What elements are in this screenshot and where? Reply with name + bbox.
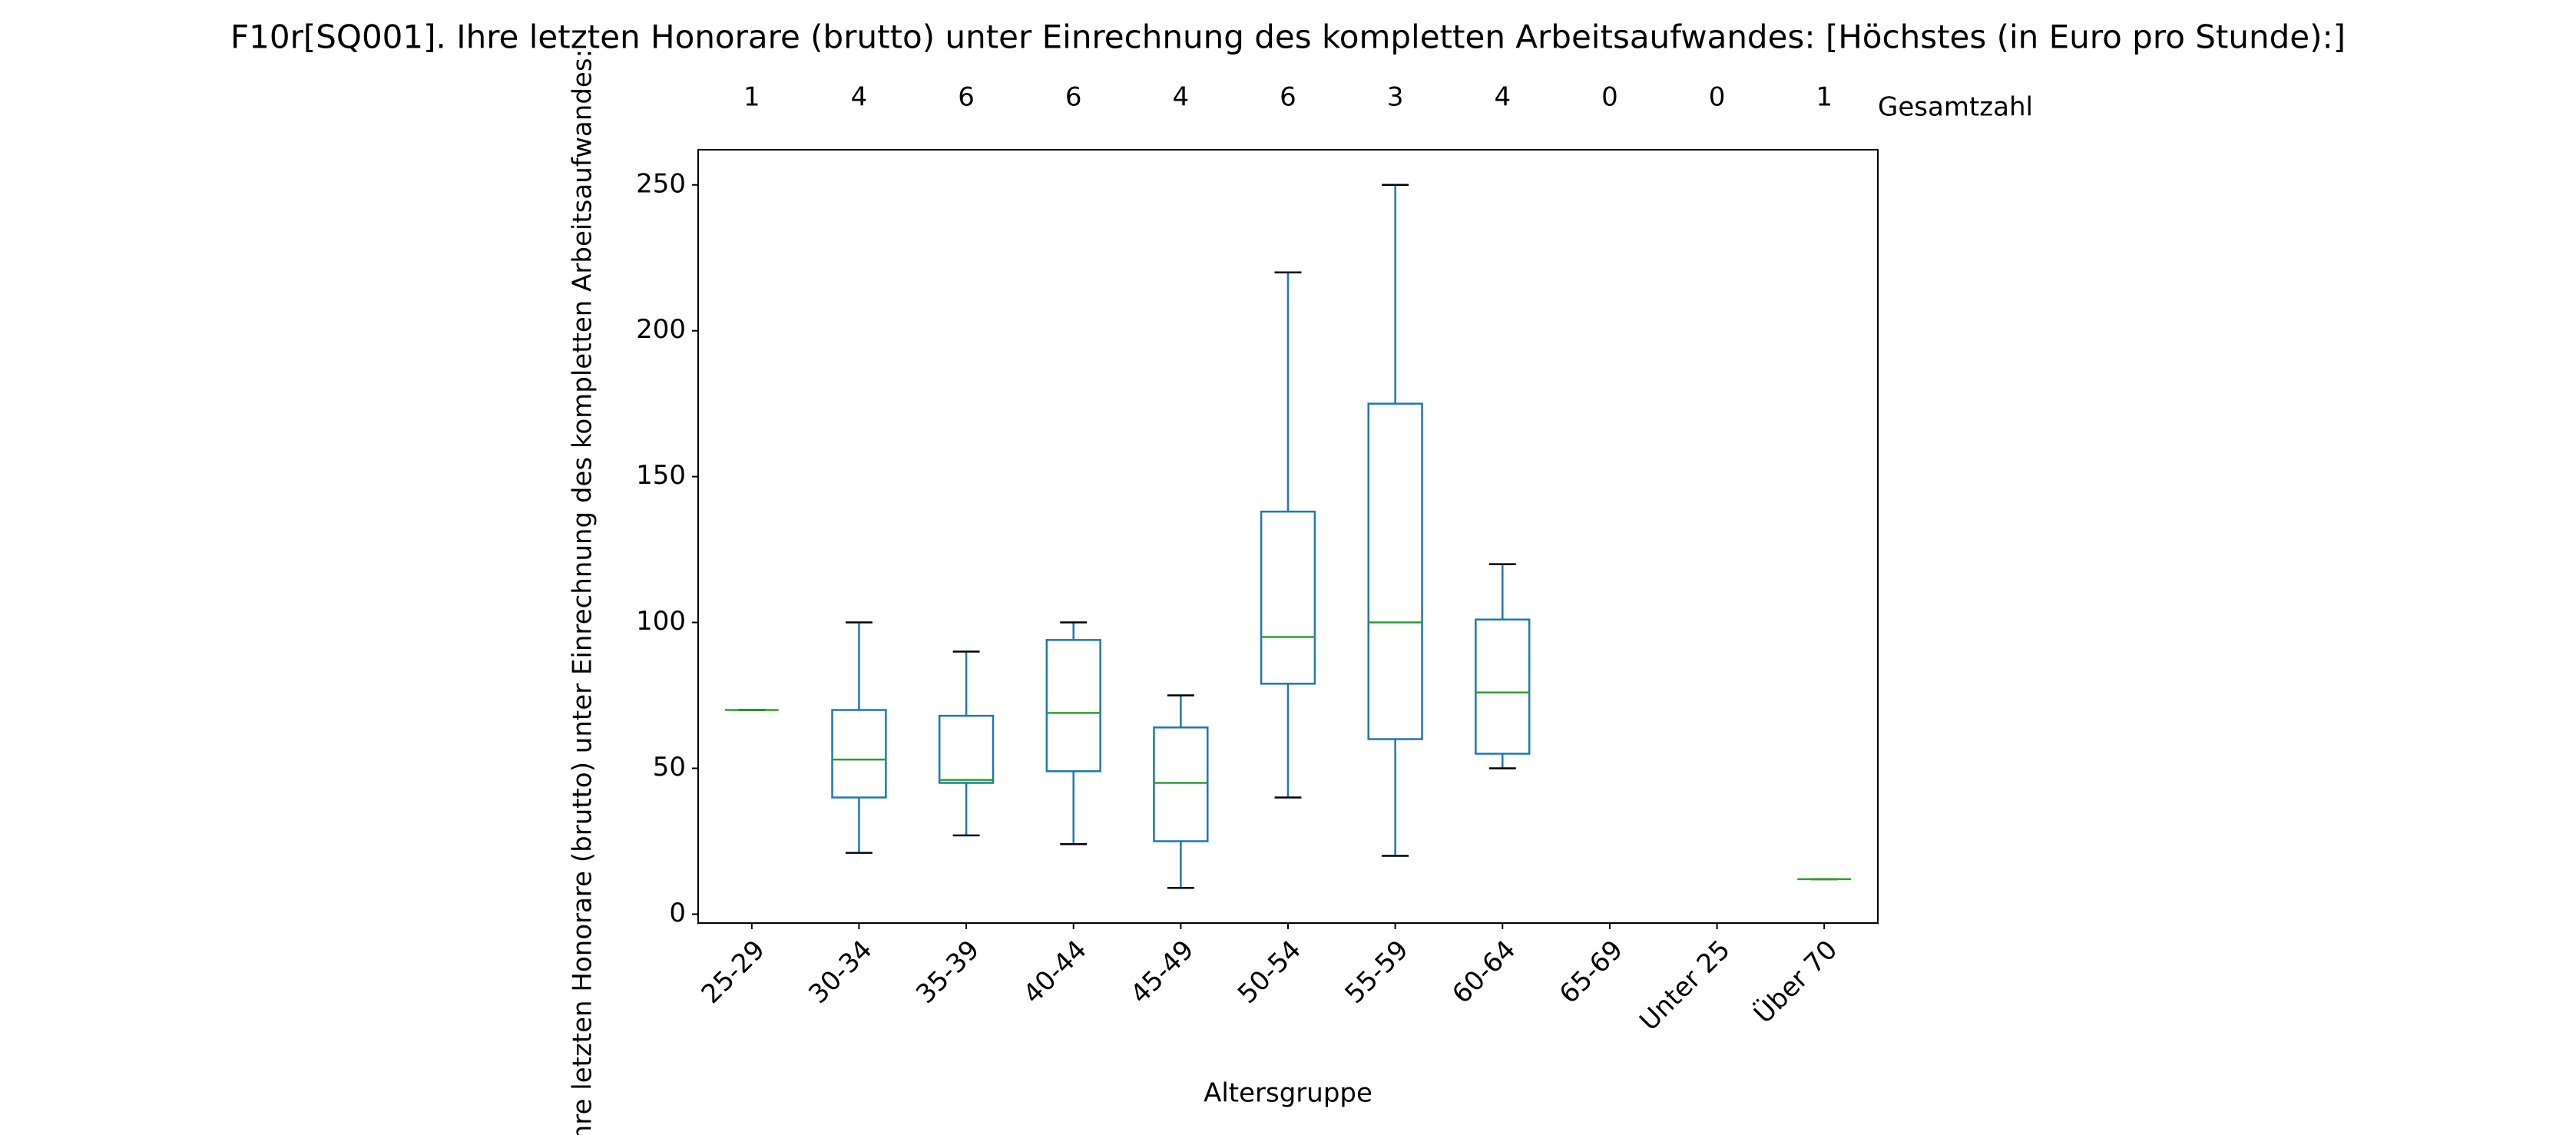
count-label: 1 xyxy=(1816,82,1833,113)
count-label: 4 xyxy=(1494,82,1511,113)
x-tick-label: 50-54 xyxy=(1232,935,1307,1010)
x-tick-label: 40-44 xyxy=(1018,935,1093,1010)
count-label: 0 xyxy=(1601,82,1618,113)
count-label: 4 xyxy=(1173,82,1190,113)
count-label: 6 xyxy=(1280,82,1296,113)
count-label: 3 xyxy=(1387,82,1404,113)
x-tick-label: 35-39 xyxy=(910,935,985,1010)
x-tick-label: 60-64 xyxy=(1446,935,1521,1010)
x-tick-label: Unter 25 xyxy=(1634,935,1736,1037)
count-label: 1 xyxy=(743,82,760,113)
box xyxy=(1475,618,1531,755)
y-axis-label: Ihre letzten Honorare (brutto) unter Ein… xyxy=(568,49,598,1135)
box xyxy=(1045,639,1101,773)
y-tick-label: 200 xyxy=(636,314,686,345)
x-tick-label: Über 70 xyxy=(1748,934,1844,1030)
count-label: 0 xyxy=(1709,82,1726,113)
box xyxy=(938,714,995,784)
y-tick-label: 150 xyxy=(636,460,686,491)
counts-label: Gesamtzahl xyxy=(1878,92,2033,123)
x-tick-label: 65-69 xyxy=(1554,935,1629,1010)
x-tick-label: 55-59 xyxy=(1339,935,1415,1010)
y-tick-label: 50 xyxy=(653,752,686,783)
box xyxy=(1367,402,1423,740)
y-tick-label: 100 xyxy=(636,606,686,637)
box xyxy=(1260,510,1316,685)
chart-title: F10r[SQ001]. Ihre letzten Honorare (brut… xyxy=(230,18,2346,56)
count-label: 6 xyxy=(1065,82,1082,113)
count-label: 6 xyxy=(958,82,975,113)
x-axis-label: Altersgruppe xyxy=(1204,1078,1372,1109)
x-tick-label: 30-34 xyxy=(803,935,878,1010)
y-tick-label: 250 xyxy=(636,168,686,199)
x-tick-label: 45-49 xyxy=(1124,935,1200,1010)
x-tick-label: 25-29 xyxy=(696,935,771,1010)
y-tick-label: 0 xyxy=(669,898,686,928)
box xyxy=(1153,726,1209,842)
box xyxy=(831,709,887,799)
count-label: 4 xyxy=(851,82,868,113)
plot-frame xyxy=(697,149,1879,924)
